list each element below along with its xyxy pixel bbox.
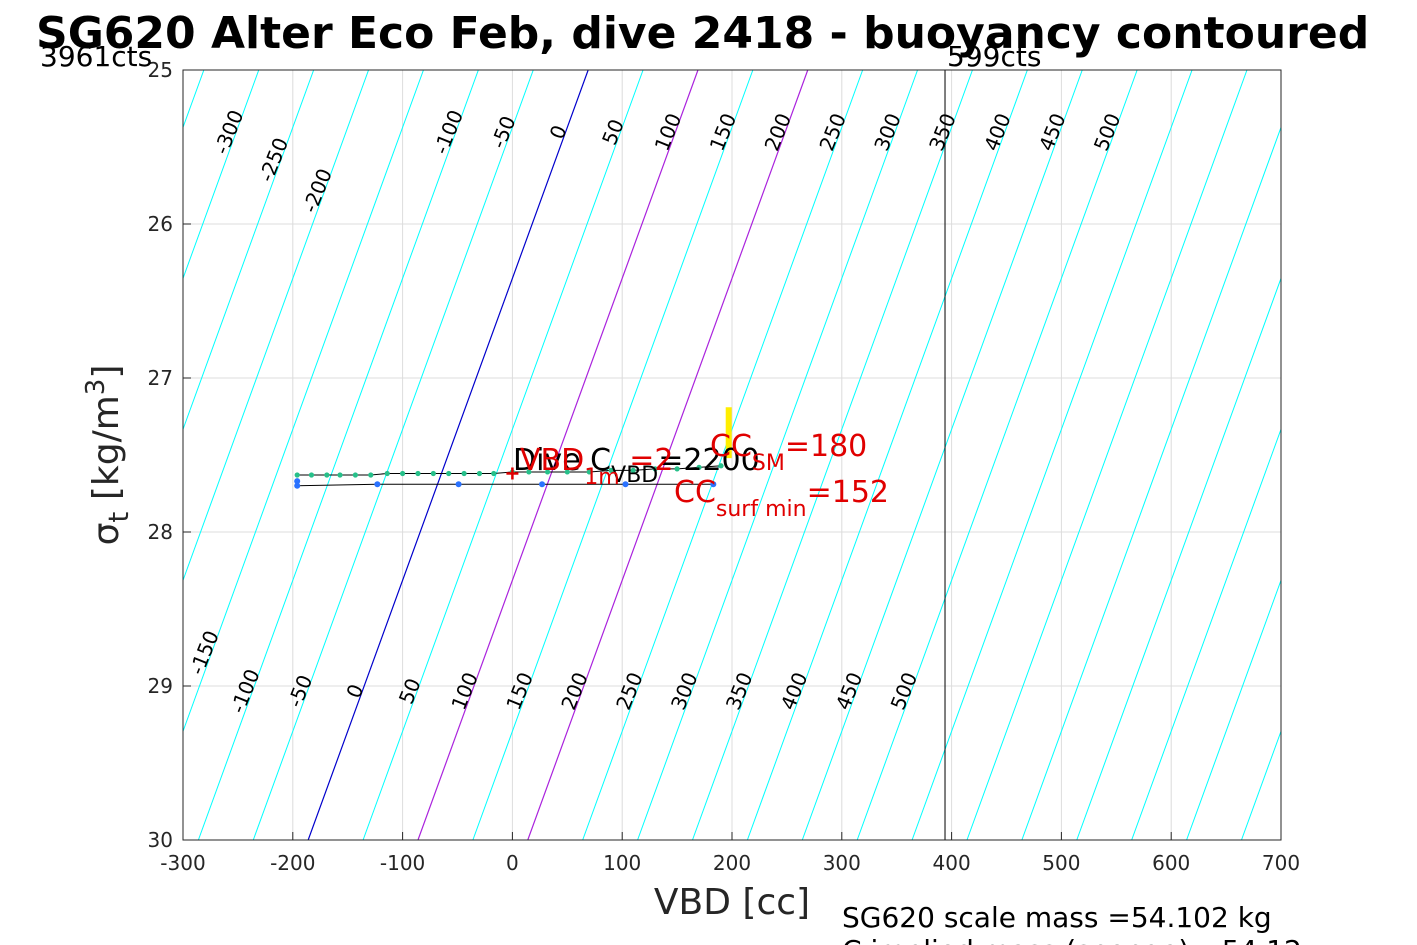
contour-line xyxy=(183,70,315,431)
cc-sm-annotation: CCSM=180 xyxy=(710,429,867,476)
x-tick-label: 0 xyxy=(506,851,519,875)
contour-line xyxy=(183,70,424,733)
contour-line xyxy=(1296,70,1417,840)
vbd-1m-annotation: VBD1m =2 xyxy=(520,443,673,490)
y-label-sub: t xyxy=(102,512,135,523)
chart-title: SG620 Alter Eco Feb, dive 2418 - buoyanc… xyxy=(36,8,1369,59)
x-tick-label: 300 xyxy=(823,851,861,875)
x-tick-label: -100 xyxy=(380,851,425,875)
contour-line xyxy=(1021,125,1281,840)
contour-line xyxy=(0,70,39,840)
contour-line xyxy=(252,70,534,840)
contour-labels: -300-250-200-100 -50 0 50 100 150 200 250 300 350… xyxy=(185,107,1126,717)
climb-point xyxy=(324,472,330,478)
climb-point xyxy=(415,470,421,477)
y-axis-label-text: σt [kg/m3] xyxy=(81,365,135,546)
dive-point xyxy=(539,481,546,488)
climb-point xyxy=(368,472,374,478)
contour-line xyxy=(417,70,699,840)
climb-point xyxy=(446,470,452,477)
x-tick-label: 200 xyxy=(713,851,751,875)
x-tick-label: -300 xyxy=(160,851,205,875)
y-tick-label: 25 xyxy=(148,58,173,82)
contour-line xyxy=(1131,427,1281,840)
climb-point xyxy=(544,469,551,475)
climb-point xyxy=(652,466,658,472)
y-label-unit-post: ] xyxy=(86,365,127,379)
contour-line xyxy=(856,70,1138,840)
contour-line xyxy=(1076,276,1281,840)
left-count-label: 3961cts xyxy=(40,40,152,73)
x-tick-label: 100 xyxy=(603,851,641,875)
y-axis-ticks: 25 26 27 28 29 30 xyxy=(148,58,191,852)
climb-point xyxy=(308,472,315,478)
climb-point xyxy=(608,467,614,473)
contour-line xyxy=(362,70,644,840)
x-axis-ticks: -300 -200 -100 0 100 200 300 400 500 600 700 xyxy=(160,832,1300,875)
contour-line xyxy=(911,70,1193,840)
footer-implied-mass: C implied mass (sponge) =54.12 xyxy=(842,934,1302,945)
contour-line xyxy=(692,70,973,840)
dive-point xyxy=(455,481,462,488)
grid-lines xyxy=(183,70,1281,840)
y-label-sigma: σ xyxy=(86,523,127,546)
y-label-unit-sup: 3 xyxy=(81,379,111,396)
contour-line xyxy=(307,70,589,840)
climb-point xyxy=(630,467,636,473)
dive-point xyxy=(710,481,717,488)
y-label-unit-pre: [kg/m xyxy=(86,395,127,511)
contour-line xyxy=(183,70,370,582)
x-tick-label: -200 xyxy=(270,851,315,875)
y-axis-label: σt [kg/m3] xyxy=(81,365,135,546)
buoyancy-contours xyxy=(0,70,1417,840)
dive-point xyxy=(374,481,381,488)
climb-point xyxy=(476,470,483,477)
climb-point xyxy=(430,470,436,477)
dive-c-vbd-annotation: Dive CVBD=2200 xyxy=(513,443,760,488)
y-tick-label: 29 xyxy=(148,674,173,698)
footer-scale-mass: SG620 scale mass =54.102 kg xyxy=(842,901,1272,934)
climb-point xyxy=(491,470,497,477)
y-tick-label: 30 xyxy=(148,828,173,852)
contour-line xyxy=(197,70,479,840)
dive-point xyxy=(622,481,629,488)
climb-point xyxy=(294,472,300,478)
x-tick-label: 500 xyxy=(1042,851,1080,875)
climb-point xyxy=(400,470,406,477)
climb-point xyxy=(352,472,358,478)
y-tick-label: 28 xyxy=(148,520,173,544)
climb-point xyxy=(384,470,390,477)
contour-line xyxy=(582,70,864,840)
contour-line xyxy=(183,70,260,280)
dive-point xyxy=(294,482,301,489)
climb-point xyxy=(586,469,592,475)
contour-line xyxy=(637,70,919,840)
x-tick-label: 600 xyxy=(1152,851,1190,875)
contour-line xyxy=(801,70,1083,840)
y-tick-label: 27 xyxy=(148,366,173,390)
x-tick-label: 700 xyxy=(1262,851,1300,875)
contour-line xyxy=(527,70,809,840)
right-count-label: 599cts xyxy=(947,40,1041,73)
contour-line xyxy=(1186,578,1281,840)
climb-point xyxy=(696,464,702,470)
contour-line xyxy=(472,70,754,840)
y-tick-label: 26 xyxy=(148,212,173,236)
x-tick-label: 400 xyxy=(933,851,971,875)
climb-point xyxy=(526,469,532,475)
cc-surf-min-annotation: CCsurf min=152 xyxy=(674,475,889,522)
contour-line xyxy=(0,70,94,840)
climb-point xyxy=(564,469,570,475)
contour-line xyxy=(746,70,1028,840)
climb-point xyxy=(337,472,343,478)
climb-point xyxy=(718,463,724,469)
x-axis-label: VBD [cc] xyxy=(654,882,810,923)
dive-point xyxy=(294,478,301,485)
climb-point xyxy=(674,466,680,472)
contour-line xyxy=(966,70,1248,840)
dive-series xyxy=(294,407,732,489)
climb-point xyxy=(461,470,467,477)
